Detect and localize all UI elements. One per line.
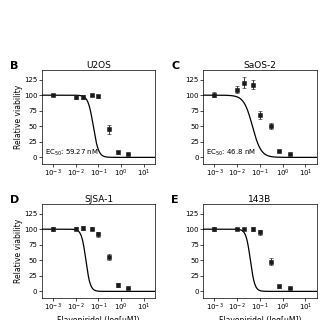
Title: U2OS: U2OS xyxy=(86,60,111,69)
Text: C: C xyxy=(171,61,180,71)
Text: EC$_{50}$: 46.8 nM: EC$_{50}$: 46.8 nM xyxy=(206,148,256,158)
Text: B: B xyxy=(10,61,18,71)
Text: D: D xyxy=(10,195,19,205)
Text: EC$_{50}$: 59.27 nM: EC$_{50}$: 59.27 nM xyxy=(45,148,99,158)
Y-axis label: Relative viability: Relative viability xyxy=(13,85,22,149)
X-axis label: Flavopiridol (log[μM]): Flavopiridol (log[μM]) xyxy=(219,316,301,320)
Title: 143B: 143B xyxy=(248,195,272,204)
X-axis label: Flavopiridol (log[μM]): Flavopiridol (log[μM]) xyxy=(57,316,140,320)
Title: SaOS-2: SaOS-2 xyxy=(244,60,276,69)
Text: E: E xyxy=(171,195,179,205)
Y-axis label: Relative viability: Relative viability xyxy=(13,219,22,283)
Title: SJSA-1: SJSA-1 xyxy=(84,195,113,204)
